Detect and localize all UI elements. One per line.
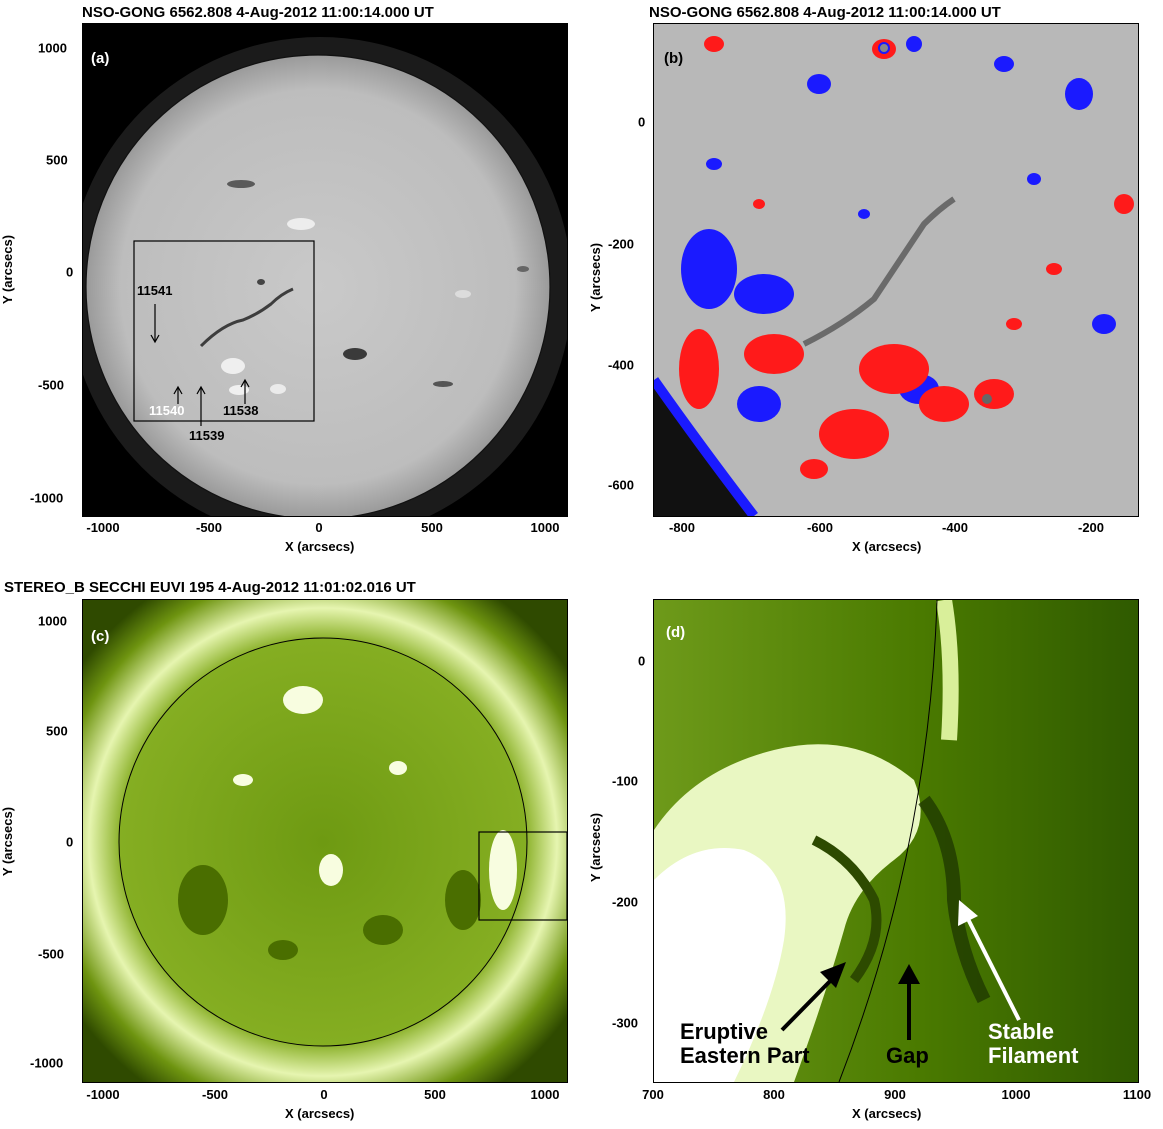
panel-a-ytick: -500 (38, 377, 65, 393)
panel-d-xtick: 1100 (1122, 1087, 1152, 1102)
ar-11539-label: 11539 (189, 428, 225, 443)
panel-a-xlabel: X (arcsecs) (285, 539, 355, 554)
panel-d-xtick: 700 (642, 1087, 664, 1102)
panel-d-ytick: -100 (612, 773, 639, 789)
panel-d-ytick: -200 (612, 894, 639, 910)
panel-d-xtick: 1000 (1001, 1087, 1031, 1102)
panel-b-ytick: -600 (608, 477, 635, 493)
panel-a-title: NSO-GONG 6562.808 4-Aug-2012 11:00:14.00… (82, 4, 434, 21)
panel-a-label: (a) (91, 50, 110, 67)
panel-b-ytick: -200 (608, 236, 635, 252)
panel-d-xlabel: X (arcsecs) (852, 1106, 922, 1121)
panel-b-xtick: -600 (806, 520, 834, 535)
euv-full-disk (83, 600, 567, 1082)
panel-c-xtick: -500 (201, 1087, 229, 1102)
panel-c-xtick: 0 (320, 1087, 328, 1102)
panel-b-xlabel: X (arcsecs) (852, 539, 922, 554)
eruptive-label-line2: Eastern Part (680, 1043, 810, 1068)
panel-c-ylabel: Y (arcsecs) (0, 806, 16, 877)
panel-c-xlabel: X (arcsecs) (285, 1106, 355, 1121)
panel-c-title: STEREO_B SECCHI EUVI 195 4-Aug-2012 11:0… (4, 579, 416, 596)
panel-b-xtick: -400 (941, 520, 969, 535)
panel-b-ylabel: Y (arcsecs) (588, 242, 604, 313)
panel-b-title: NSO-GONG 6562.808 4-Aug-2012 11:00:14.00… (649, 4, 1001, 21)
panel-a-ytick: 1000 (38, 40, 67, 56)
panel-a-xtick: -500 (195, 520, 223, 535)
panel-a-ytick: 500 (46, 152, 68, 168)
halpha-full-disk (83, 37, 567, 516)
panel-b-ytick: -400 (608, 357, 635, 373)
panel-a-xtick: -1000 (86, 520, 120, 535)
panel-c-xtick: -1000 (86, 1087, 120, 1102)
panel-c-xtick: 1000 (530, 1087, 560, 1102)
euv-zoom-filament (654, 600, 1138, 1082)
ar-11541-label: 11541 (137, 283, 173, 298)
panel-a-ytick: 0 (66, 264, 74, 280)
panel-b-label: (b) (664, 50, 684, 67)
panel-c-ytick: 1000 (38, 613, 67, 629)
panel-b-xtick: -800 (668, 520, 696, 535)
panel-d-image: (d) Eruptive Eastern Part Gap Stable Fil… (653, 599, 1139, 1083)
panel-d-xtick: 800 (763, 1087, 785, 1102)
panel-c-label: (c) (91, 628, 110, 645)
halpha-magnetogram-overlay (654, 24, 1138, 516)
panel-c-xtick: 500 (424, 1087, 446, 1102)
panel-a-ylabel: Y (arcsecs) (0, 234, 16, 305)
panel-c-ytick: -500 (38, 946, 65, 962)
panel-c-ytick: 500 (46, 723, 68, 739)
panel-b-xtick: -200 (1077, 520, 1105, 535)
panel-a-xtick: 1000 (530, 520, 560, 535)
panel-a-image: (a) 11541 11540 11539 11538 (82, 23, 568, 517)
panel-b-image: (b) (653, 23, 1139, 517)
panel-c-ytick: 0 (66, 834, 74, 850)
panel-d-ytick: 0 (638, 653, 646, 669)
ar-11540-label: 11540 (149, 403, 185, 418)
panel-a-ytick: -1000 (30, 490, 64, 506)
panel-c-image: (c) (82, 599, 568, 1083)
panel-d-label: (d) (666, 624, 686, 641)
panel-a-xtick: 0 (315, 520, 323, 535)
panel-b-ytick: 0 (638, 114, 646, 130)
eruptive-label-line1: Eruptive (680, 1019, 769, 1044)
gap-label: Gap (886, 1043, 929, 1068)
ar-11538-label: 11538 (223, 403, 259, 418)
panel-d-xtick: 900 (884, 1087, 906, 1102)
stable-label-line1: Stable (988, 1019, 1055, 1044)
panel-c-ytick: -1000 (30, 1055, 64, 1071)
panel-a-xtick: 500 (421, 520, 443, 535)
panel-d-ylabel: Y (arcsecs) (588, 812, 604, 883)
panel-d-ytick: -300 (612, 1015, 639, 1031)
stable-label-line2: Filament (988, 1043, 1079, 1068)
